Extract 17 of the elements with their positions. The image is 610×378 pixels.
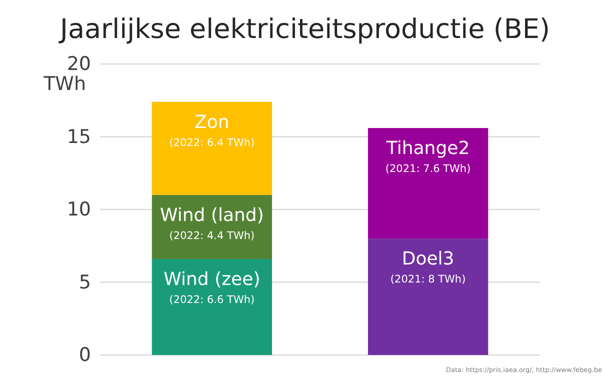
y-axis-title: TWh (42, 73, 86, 95)
y-tick-label: 0 (78, 344, 91, 366)
y-tick-label: 5 (78, 271, 91, 294)
series-label: Zon (194, 112, 230, 133)
data-label: (2021: 7.6 TWh) (385, 163, 471, 176)
y-tick-label: 20 (66, 53, 91, 76)
y-tick-label: 10 (66, 198, 91, 221)
chart-title: Jaarlijkse elektriciteitsproductie (BE) (58, 14, 550, 45)
series-label: Wind (zee) (164, 268, 260, 290)
series-label: Tihange2 (385, 138, 470, 160)
series-label: Doel3 (402, 248, 454, 270)
data-label: (2022: 6.6 TWh) (169, 294, 255, 306)
series-label: Wind (land) (160, 204, 264, 226)
data-label: (2021: 8 TWh) (390, 274, 466, 286)
data-label: (2022: 4.4 TWh) (169, 230, 255, 242)
y-tick-label: 15 (66, 126, 91, 148)
data-label: (2022: 6.4 TWh) (169, 136, 255, 149)
